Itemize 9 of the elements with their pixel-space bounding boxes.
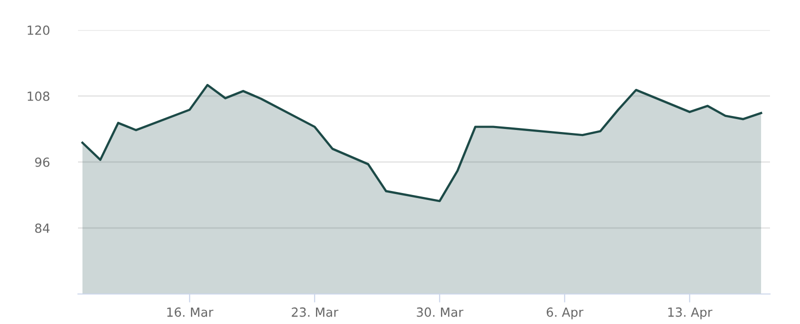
x-tick-label: 30. Mar bbox=[416, 307, 464, 317]
y-tick-label: 108 bbox=[28, 91, 50, 101]
y-tick-label: 96 bbox=[35, 157, 50, 167]
x-tick-label: 6. Apr bbox=[546, 307, 584, 320]
x-tick-label: 16. Mar bbox=[167, 307, 214, 317]
x-tick-label: 23. Mar bbox=[292, 307, 338, 317]
y-tick-label: 120 bbox=[28, 25, 50, 35]
y-tick-label: 84 bbox=[35, 223, 50, 233]
x-tick-label: 13. Apr bbox=[668, 307, 712, 320]
